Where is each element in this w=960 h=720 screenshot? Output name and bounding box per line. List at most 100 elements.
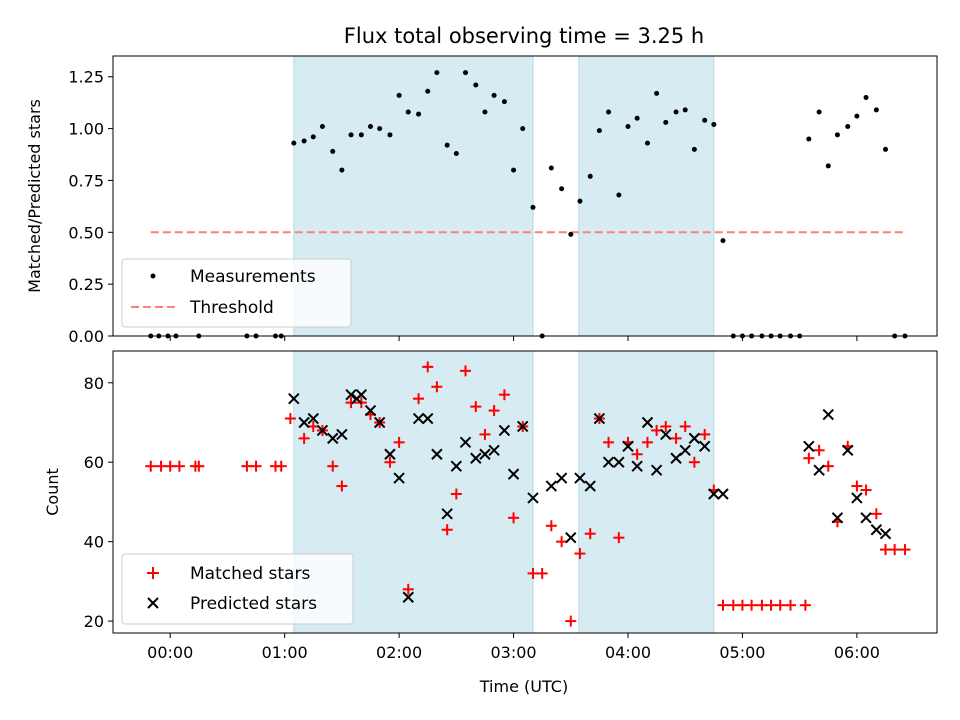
- predicted-star-point: [373, 416, 386, 429]
- shaded-interval: [578, 55, 715, 337]
- chart-title: Flux total observing time = 3.25 h: [344, 24, 704, 48]
- matched-star-point: [660, 420, 672, 432]
- measurement-point: [568, 231, 574, 237]
- predicted-star-point: [545, 480, 558, 492]
- legend-predicted-label: Predicted stars: [190, 594, 317, 614]
- top-legend-box: [121, 258, 352, 328]
- predicted-star-point: [288, 392, 300, 405]
- bottom-legend: Matched stars Predicted stars: [121, 553, 354, 625]
- predicted-star-point: [479, 448, 491, 460]
- top-y-tick-label: 0.50: [68, 223, 104, 242]
- measurement-point: [596, 128, 602, 134]
- measurement-point: [834, 132, 840, 138]
- measurement-point: [634, 115, 640, 121]
- matched-star-point: [393, 436, 405, 448]
- matched-star-point: [336, 480, 348, 492]
- measurement-point: [644, 140, 650, 146]
- matched-star-point: [860, 484, 872, 496]
- predicted-star-point: [488, 444, 500, 457]
- measurement-points: [148, 70, 908, 339]
- top-y-tick-label: 1.25: [68, 68, 104, 87]
- measurement-point: [548, 165, 554, 171]
- measurement-point: [330, 148, 336, 154]
- predicted-star-point: [879, 527, 892, 540]
- predicted-star-point: [336, 428, 348, 441]
- predicted-star-point: [631, 460, 643, 472]
- matched-star-point: [284, 413, 296, 425]
- measurement-point: [577, 198, 583, 204]
- matched-star-point: [384, 456, 396, 468]
- matched-star-point: [651, 424, 663, 436]
- measurement-point: [434, 70, 440, 76]
- predicted-star-point: [517, 420, 529, 433]
- measurement-point: [616, 192, 622, 198]
- matched-star-point: [556, 536, 568, 548]
- measurement-point: [453, 150, 459, 156]
- matched-star-point: [422, 361, 434, 373]
- top-legend: Measurements Threshold: [121, 258, 352, 328]
- measurement-point: [711, 121, 717, 127]
- predicted-star-point: [851, 492, 863, 504]
- x-tick-label: 06:00: [834, 643, 880, 662]
- measurement-point: [291, 140, 297, 146]
- bottom-y-ticks: 20 40 60 80: [84, 374, 113, 631]
- matched-star-point: [441, 524, 453, 536]
- predicted-star-point: [813, 464, 825, 476]
- matched-star-point: [275, 460, 287, 472]
- matched-star-point: [508, 512, 520, 524]
- matched-star-point: [479, 428, 491, 440]
- measurement-point: [491, 92, 497, 98]
- predicted-star-point: [412, 412, 425, 425]
- predicted-star-point: [613, 456, 625, 468]
- predicted-star-point: [345, 388, 357, 401]
- predicted-star-point: [327, 432, 339, 445]
- predicted-star-point: [650, 464, 663, 476]
- top-y-tick-label: 0.75: [68, 171, 104, 190]
- matched-star-point: [307, 420, 319, 432]
- legend-threshold-label: Threshold: [189, 298, 274, 318]
- bottom-y-tick-label: 80: [84, 374, 104, 393]
- legend-predicted-marker: [147, 597, 159, 609]
- matched-star-point: [488, 405, 500, 417]
- measurement-point: [720, 238, 726, 244]
- matched-star-point: [851, 480, 863, 492]
- x-tick-label: 05:00: [719, 643, 765, 662]
- bottom-x-ticks: 00:00 01:00 02:00 03:00 04:00 05:00 06:00: [147, 633, 880, 662]
- measurement-point: [873, 107, 879, 113]
- measurement-point: [883, 146, 888, 152]
- predicted-star-point: [717, 488, 729, 500]
- predicted-star-point: [831, 512, 844, 524]
- predicted-star-point: [574, 472, 586, 484]
- matched-star-point: [459, 365, 471, 377]
- predicted-star-point: [708, 488, 720, 500]
- measurement-point: [396, 92, 402, 98]
- predicted-star-point: [822, 408, 834, 421]
- top-y-axis-label: Matched/Predicted stars: [25, 99, 44, 293]
- matched-star-point: [545, 520, 557, 532]
- matched-star-point: [799, 599, 811, 611]
- measurement-point: [625, 124, 631, 130]
- top-y-tick-label: 0.25: [68, 275, 104, 294]
- bottom-y-axis-label: Count: [43, 468, 62, 516]
- matched-star-point: [298, 432, 310, 444]
- measurement-point: [606, 109, 612, 115]
- x-tick-label: 01:00: [262, 643, 308, 662]
- matched-star-point: [813, 444, 825, 456]
- predicted-star-point: [307, 412, 319, 425]
- top-axes-frame: [112, 55, 938, 337]
- matched-star-point: [584, 528, 596, 540]
- predicted-star-point: [688, 432, 701, 445]
- x-tick-label: 02:00: [376, 643, 422, 662]
- predicted-star-point: [298, 416, 310, 429]
- measurement-point: [663, 119, 669, 125]
- measurement-point: [405, 109, 411, 115]
- measurement-point: [377, 126, 383, 132]
- measurement-point: [501, 99, 507, 105]
- predicted-star-point: [803, 440, 815, 453]
- matched-star-point: [785, 599, 797, 611]
- matched-star-point: [889, 544, 901, 556]
- matched-star-point: [717, 599, 729, 611]
- measurement-point: [825, 163, 831, 169]
